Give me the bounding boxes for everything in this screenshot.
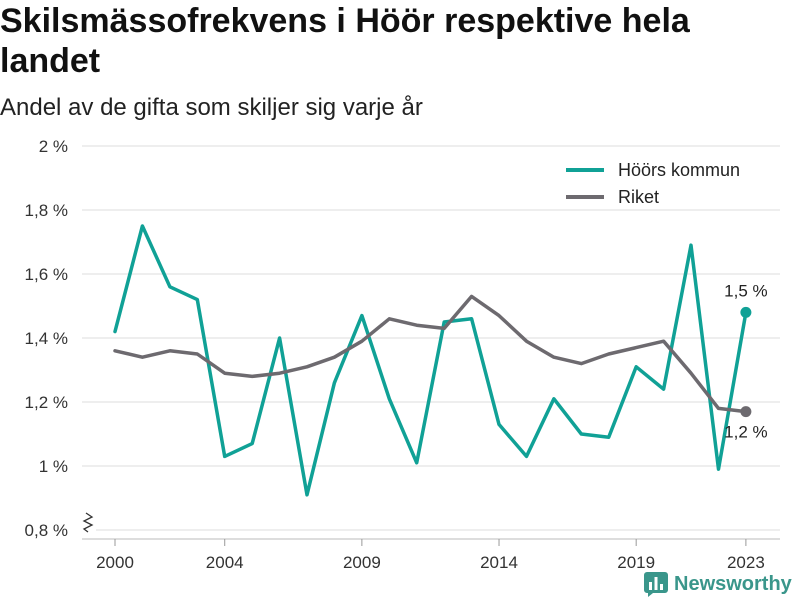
logo-text: Newsworthy <box>674 572 792 595</box>
chart-subtitle: Andel av de gifta som skiljer sig varje … <box>0 94 423 121</box>
x-tick-label: 2004 <box>206 553 244 572</box>
x-axis: 2000 2004 2009 2014 2019 2023 <box>82 538 780 572</box>
y-tick-label: 1,4 % <box>25 329 68 348</box>
legend-item-hoors-kommun: Höörs kommun <box>566 160 740 180</box>
legend-label: Höörs kommun <box>618 160 740 180</box>
x-tick-label: 2019 <box>617 553 655 572</box>
x-tick-label: 2009 <box>343 553 381 572</box>
y-tick-label: 2 % <box>39 137 68 156</box>
data-label-hoors-kommun: 1,5 % <box>724 281 767 300</box>
y-tick-label: 1,8 % <box>25 201 68 220</box>
y-tick-label: 1,6 % <box>25 265 68 284</box>
annotations: 1,5 % 1,2 % <box>724 281 767 441</box>
legend-item-riket: Riket <box>566 187 659 207</box>
x-tick-label: 2014 <box>480 553 518 572</box>
x-tick-label: 2000 <box>96 553 134 572</box>
series-lines <box>113 224 748 497</box>
series-line-hoors-kommun <box>113 224 748 497</box>
y-tick-label: 1,2 % <box>25 393 68 412</box>
y-tick-label: 0,8 % <box>25 521 68 540</box>
series-line-riket <box>113 294 748 414</box>
y-tick-label: 1 % <box>39 457 68 476</box>
chart-title: Skilsmässofrekvens i Höör respektive hel… <box>0 2 690 80</box>
data-label-riket: 1,2 % <box>724 423 767 442</box>
end-point-riket <box>740 406 752 418</box>
axis-break-icon <box>82 512 94 533</box>
end-point-hoors-kommun <box>740 306 752 318</box>
y-axis: 0,8 % 1 % 1,2 % 1,4 % 1,6 % 1,8 % 2 % <box>25 137 780 540</box>
newsworthy-logo: Newsworthy <box>644 570 792 598</box>
legend: Höörs kommun Riket <box>557 153 765 208</box>
x-tick-label: 2023 <box>727 553 765 572</box>
newsworthy-logo-icon <box>644 571 668 597</box>
legend-label: Riket <box>618 187 659 207</box>
